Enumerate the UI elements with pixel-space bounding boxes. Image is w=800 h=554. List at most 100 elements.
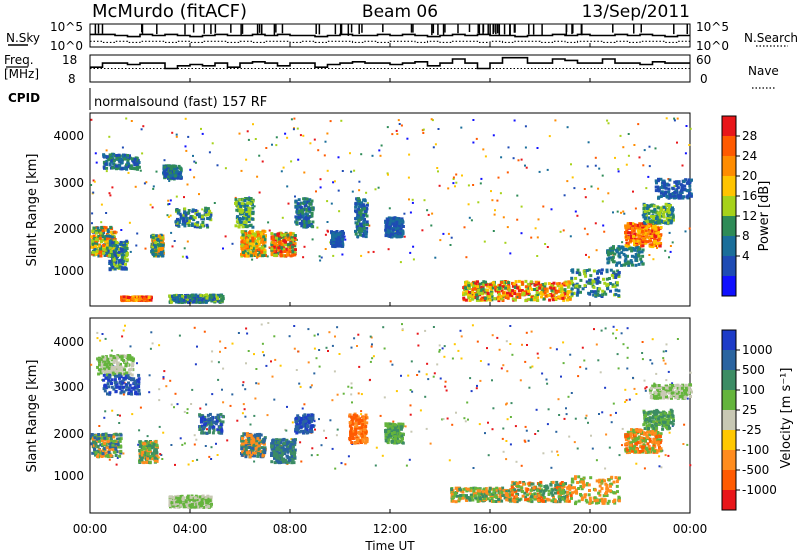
heat-cell bbox=[520, 280, 524, 284]
heat-cell bbox=[592, 290, 596, 294]
heat-cell bbox=[270, 253, 274, 257]
heat-cell bbox=[409, 251, 412, 254]
heat-cell bbox=[208, 151, 211, 154]
heat-cell bbox=[583, 227, 586, 230]
heat-cell bbox=[286, 253, 290, 257]
heat-cell bbox=[133, 157, 137, 161]
heat-cell bbox=[274, 242, 278, 246]
heat-cell bbox=[536, 293, 540, 296]
heat-cell bbox=[338, 240, 342, 244]
heat-cell bbox=[626, 260, 630, 264]
heat-cell bbox=[311, 208, 315, 212]
heat-cell bbox=[96, 331, 99, 334]
heat-cell bbox=[240, 240, 244, 244]
heat-cell bbox=[476, 285, 480, 289]
heat-cell bbox=[686, 443, 689, 446]
heat-cell bbox=[98, 236, 102, 240]
heat-cell bbox=[221, 388, 223, 391]
heat-cell bbox=[388, 221, 392, 225]
heat-cell bbox=[438, 184, 441, 187]
heat-cell bbox=[568, 281, 571, 285]
heat-cell bbox=[274, 250, 278, 254]
heat-cell bbox=[170, 444, 173, 446]
heat-cell bbox=[256, 175, 259, 178]
heat-cell bbox=[652, 225, 655, 229]
heat-cell bbox=[559, 284, 563, 288]
freq-series-0 bbox=[90, 56, 690, 70]
heat-cell bbox=[397, 226, 401, 230]
heat-cell bbox=[682, 195, 686, 199]
heat-cell bbox=[300, 460, 303, 463]
heat-cell bbox=[617, 367, 620, 370]
heat-cell bbox=[363, 198, 367, 202]
heat-cell bbox=[234, 196, 237, 199]
heat-cell bbox=[302, 256, 305, 259]
heat-cell bbox=[600, 295, 604, 298]
heat-cell bbox=[332, 243, 336, 247]
heat-cell bbox=[386, 232, 390, 236]
heat-cell bbox=[105, 159, 109, 163]
heat-cell bbox=[518, 296, 522, 299]
heat-cell bbox=[130, 120, 133, 122]
heat-cell bbox=[99, 254, 103, 258]
heat-cell bbox=[340, 230, 344, 233]
heat-cell bbox=[108, 259, 112, 263]
heat-cell bbox=[139, 406, 142, 409]
heat-cell bbox=[641, 233, 645, 236]
heat-cell bbox=[158, 388, 161, 391]
heat-cell bbox=[211, 350, 214, 353]
heat-cell bbox=[94, 238, 98, 242]
heat-cell bbox=[544, 294, 548, 298]
heat-cell bbox=[626, 223, 630, 227]
heat-cell bbox=[115, 247, 119, 251]
heat-cell bbox=[643, 204, 647, 207]
heat-cell bbox=[361, 216, 365, 220]
heat-cell bbox=[336, 428, 339, 431]
heat-cell bbox=[342, 392, 345, 395]
heat-cell bbox=[290, 118, 293, 121]
heat-cell bbox=[664, 190, 668, 194]
heat-cell bbox=[244, 220, 248, 224]
heat-cell bbox=[273, 233, 277, 237]
heat-cell bbox=[112, 262, 116, 266]
heat-cell bbox=[260, 240, 264, 244]
heat-cell bbox=[605, 433, 608, 436]
heat-cell bbox=[305, 217, 308, 221]
heat-cell bbox=[533, 288, 536, 291]
heat-cell bbox=[171, 174, 175, 177]
heat-cell bbox=[224, 347, 227, 349]
heat-cell bbox=[395, 227, 398, 231]
heat-cell bbox=[187, 294, 191, 298]
heat-cell bbox=[475, 137, 478, 140]
heat-cell bbox=[196, 221, 200, 225]
heat-cell bbox=[259, 246, 263, 250]
heat-cell bbox=[427, 378, 430, 381]
heat-cell bbox=[251, 225, 255, 229]
heat-cell bbox=[363, 210, 367, 213]
heat-cell bbox=[303, 171, 306, 174]
heat-cell bbox=[126, 161, 130, 165]
heat-cell bbox=[326, 221, 329, 223]
heat-cell bbox=[563, 296, 566, 300]
heat-cell bbox=[400, 222, 404, 226]
power-ytick-3000: 3000 bbox=[53, 176, 84, 190]
heat-cell bbox=[290, 160, 293, 163]
heat-cell bbox=[387, 216, 391, 220]
heat-cell bbox=[645, 206, 649, 210]
heat-cell bbox=[534, 293, 538, 297]
heat-cell bbox=[209, 211, 213, 215]
heat-cell bbox=[260, 232, 264, 236]
heat-cell bbox=[95, 246, 99, 250]
heat-cell bbox=[675, 180, 679, 184]
heat-cell bbox=[612, 247, 615, 251]
heat-cell bbox=[570, 163, 572, 166]
heat-cell bbox=[289, 254, 293, 258]
heat-cell bbox=[290, 236, 294, 240]
heat-cell bbox=[419, 409, 422, 412]
heat-cell bbox=[222, 367, 225, 370]
heat-cell bbox=[186, 222, 190, 225]
heat-cell bbox=[167, 164, 171, 168]
heat-cell bbox=[174, 293, 178, 297]
heat-cell bbox=[543, 282, 547, 286]
heat-cell bbox=[271, 375, 274, 378]
